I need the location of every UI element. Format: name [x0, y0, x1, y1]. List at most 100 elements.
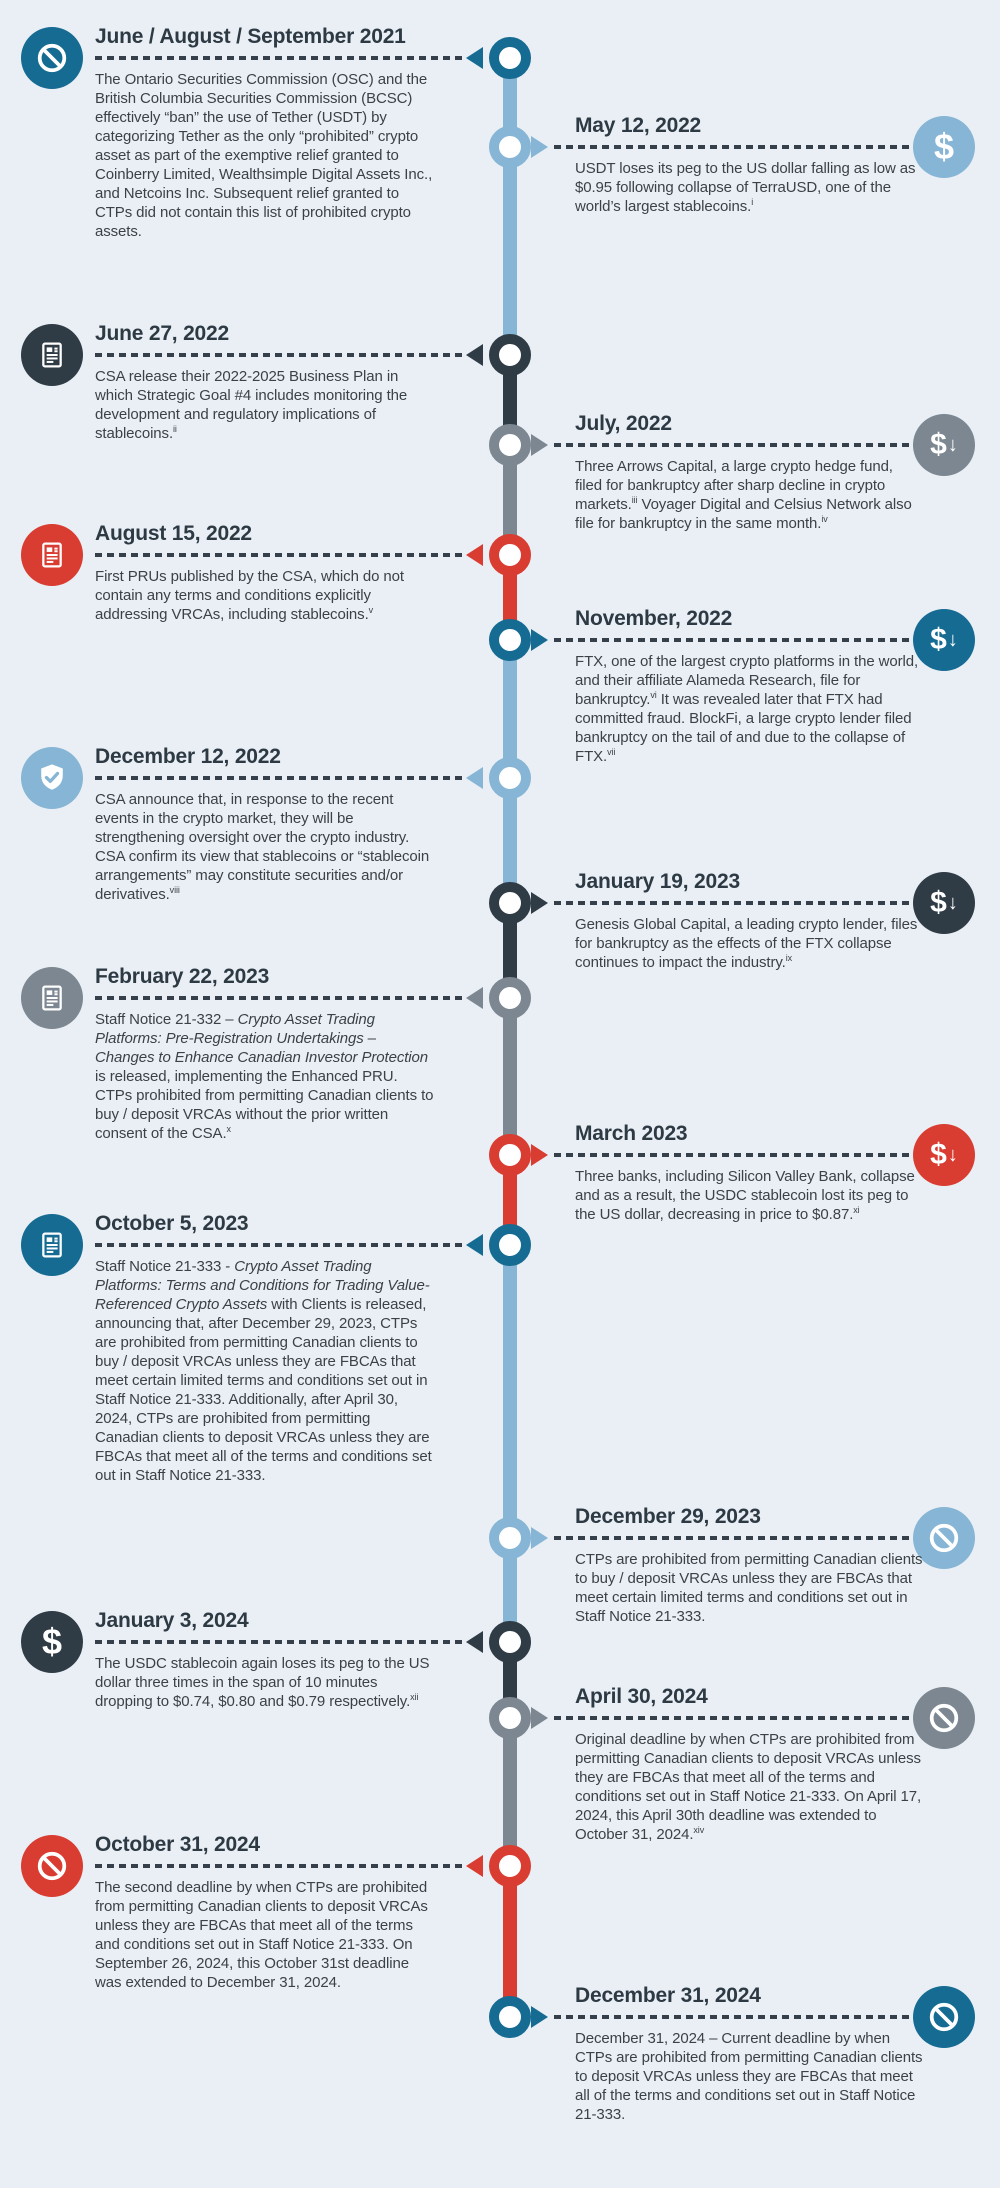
dollar-icon: $ — [934, 129, 954, 165]
entry-icon-circle — [21, 1214, 83, 1276]
entry-date: June / August / September 2021 — [95, 25, 406, 48]
timeline-spine-segment — [503, 555, 517, 640]
ban-icon — [34, 1848, 70, 1884]
entry-icon-circle — [913, 1507, 975, 1569]
arrowhead-left-icon — [466, 544, 483, 566]
arrowhead-left-icon — [466, 767, 483, 789]
timeline-spine-segment — [503, 998, 517, 1155]
arrowhead-right-icon — [531, 1527, 548, 1549]
arrowhead-left-icon — [466, 344, 483, 366]
timeline-node — [489, 126, 531, 168]
arrowhead-right-icon — [531, 629, 548, 651]
timeline-node — [489, 1517, 531, 1559]
arrowhead-right-icon — [531, 434, 548, 456]
ban-icon — [926, 1700, 962, 1736]
timeline-node — [489, 1697, 531, 1739]
dashed-connector — [95, 1640, 462, 1644]
entry-icon-circle — [21, 747, 83, 809]
entry-icon-circle — [21, 27, 83, 89]
timeline-node — [489, 619, 531, 661]
timeline-node — [489, 1996, 531, 2038]
dollar-glyph: $ — [41, 1621, 63, 1662]
ban-icon — [34, 40, 70, 76]
timeline-spine-segment — [503, 1718, 517, 1866]
timeline-spine-segment — [503, 58, 517, 147]
entry-body: FTX, one of the largest crypto platforms… — [575, 653, 919, 765]
entry-date: April 30, 2024 — [575, 1685, 708, 1708]
document-icon — [36, 339, 68, 371]
dashed-connector — [95, 1864, 462, 1868]
entry-icon-circle: $ ↓ — [913, 1124, 975, 1186]
arrowhead-left-icon — [466, 987, 483, 1009]
arrowhead-right-icon — [531, 1144, 548, 1166]
entry-icon-circle: $ — [21, 1611, 83, 1673]
arrowhead-right-icon — [531, 136, 548, 158]
dollar-glyph: $ — [933, 126, 955, 167]
dollar-down-icon: $ ↓ — [930, 625, 958, 655]
entry-body: First PRUs published by the CSA, which d… — [95, 568, 404, 623]
entry-body: Staff Notice 21-332 – Crypto Asset Tradi… — [95, 1011, 434, 1142]
entry-date: December 12, 2022 — [95, 745, 281, 768]
entry-icon-circle — [913, 1687, 975, 1749]
dollar-icon: $ — [42, 1624, 62, 1660]
entry-body: CSA release their 2022-2025 Business Pla… — [95, 368, 408, 442]
timeline-node — [489, 1224, 531, 1266]
arrowhead-right-icon — [531, 2006, 548, 2028]
entry-date: August 15, 2022 — [95, 522, 252, 545]
ban-icon — [926, 1999, 962, 2035]
arrowhead-left-icon — [466, 47, 483, 69]
document-icon — [36, 539, 68, 571]
entry-body: December 31, 2024 – Current deadline by … — [575, 2030, 923, 2123]
entry-date: February 22, 2023 — [95, 965, 270, 988]
shield-check-icon — [35, 761, 69, 795]
entry-icon-circle — [21, 1835, 83, 1897]
dashed-connector — [95, 553, 462, 557]
entry-body: Three banks, including Silicon Valley Ba… — [575, 1168, 915, 1223]
dollar-down-glyph: $ ↓ — [930, 1138, 958, 1171]
entry-date: March 2023 — [575, 1122, 688, 1145]
dashed-connector — [95, 56, 462, 60]
dashed-connector — [554, 1536, 932, 1540]
entry-date: June 27, 2022 — [95, 322, 229, 345]
entry-icon-circle — [21, 524, 83, 586]
entry-date: January 19, 2023 — [575, 870, 740, 893]
arrowhead-right-icon — [531, 1707, 548, 1729]
timeline-node — [489, 37, 531, 79]
timeline-spine-segment — [503, 147, 517, 355]
timeline-spine-segment — [503, 1866, 517, 2017]
timeline-node — [489, 1134, 531, 1176]
dollar-down-icon: $ ↓ — [930, 1140, 958, 1170]
timeline-node — [489, 757, 531, 799]
dashed-connector — [554, 145, 932, 149]
entry-icon-circle — [913, 1986, 975, 2048]
dashed-connector — [554, 1716, 932, 1720]
timeline-spine-segment — [503, 445, 517, 555]
timeline-spine-segment — [503, 1245, 517, 1538]
dollar-down-glyph: $ ↓ — [930, 428, 958, 461]
dashed-connector — [95, 1243, 462, 1247]
entry-body: USDT loses its peg to the US dollar fall… — [575, 160, 916, 215]
entry-icon-circle: $ ↓ — [913, 414, 975, 476]
dollar-down-icon: $ ↓ — [930, 888, 958, 918]
entry-date: May 12, 2022 — [575, 114, 702, 137]
dashed-connector — [95, 776, 462, 780]
timeline-spine-segment — [503, 1538, 517, 1642]
entry-date: October 31, 2024 — [95, 1833, 260, 1856]
entry-body: Genesis Global Capital, a leading crypto… — [575, 916, 918, 971]
document-icon — [36, 1229, 68, 1261]
entry-date: November, 2022 — [575, 607, 733, 630]
dashed-connector — [554, 2015, 932, 2019]
dashed-connector — [95, 996, 462, 1000]
timeline-node — [489, 424, 531, 466]
entry-icon-circle — [21, 324, 83, 386]
dollar-down-glyph: $ ↓ — [930, 886, 958, 919]
timeline-spine-segment — [503, 1155, 517, 1245]
timeline-node — [489, 1845, 531, 1887]
arrowhead-left-icon — [466, 1631, 483, 1653]
document-icon — [36, 982, 68, 1014]
entry-icon-circle: $ ↓ — [913, 609, 975, 671]
entry-body: The USDC stablecoin again loses its peg … — [95, 1655, 430, 1710]
timeline-spine-segment — [503, 778, 517, 903]
dollar-down-glyph: $ ↓ — [930, 623, 958, 656]
entry-icon-circle: $ ↓ — [913, 872, 975, 934]
